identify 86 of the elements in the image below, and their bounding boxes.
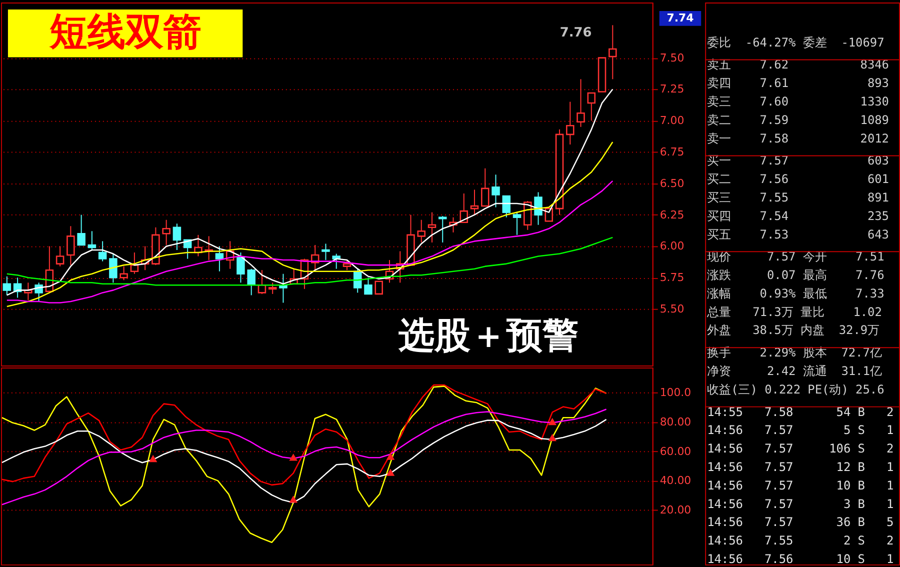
text: 14:56 7.57 3 B 1 [707, 496, 894, 511]
text: 14:56 7.57 10 B 1 [707, 478, 894, 492]
candlestick [332, 253, 340, 270]
point [548, 434, 556, 442]
candlestick [88, 230, 96, 250]
candlestick [2, 276, 12, 296]
candlestick [109, 253, 118, 284]
candlestick [162, 219, 170, 246]
text: 买五 7.53 643 [707, 227, 889, 242]
candlestick [566, 101, 574, 145]
text: 涨跌 0.07 最高 7.76 [707, 268, 884, 282]
candlestick [120, 266, 128, 281]
y-tick-label: 5.50 [660, 302, 684, 316]
candlestick [172, 223, 182, 250]
y-tick-label: 5.75 [660, 271, 684, 284]
candlestick [470, 189, 479, 216]
text: 14:55 7.58 54 B 2 [707, 404, 894, 419]
text: 卖四 7.61 893 [707, 76, 889, 90]
candlestick [98, 240, 107, 262]
text: 买三 7.55 891 [707, 190, 889, 204]
point [386, 468, 395, 476]
y-tick-label: 7.00 [660, 114, 684, 128]
candlestick [56, 246, 64, 267]
text: 卖二 7.59 1089 [707, 112, 889, 127]
candlestick [438, 216, 447, 243]
y-tick-label: 6.50 [660, 176, 684, 190]
point [148, 454, 158, 462]
candlestick [534, 192, 542, 226]
candlestick [481, 168, 490, 207]
text: 14:56 7.56 10 S 1 [707, 552, 894, 566]
candlestick [66, 226, 75, 266]
line-series [6, 88, 614, 296]
candlestick [322, 243, 330, 261]
candlestick [608, 24, 617, 80]
y-tick-label: 100.0 [660, 386, 692, 399]
text: 7.74 [666, 11, 694, 24]
point [386, 452, 395, 460]
candlestick [587, 92, 596, 122]
y-tick-label: 7.25 [660, 82, 684, 96]
y-tick-label: 60.00 [660, 444, 692, 458]
candlestick [342, 260, 352, 271]
candlestick [576, 78, 585, 128]
text: 卖三 7.60 1330 [707, 94, 889, 108]
text: 14:56 7.55 2 S 2 [707, 534, 894, 548]
text: 收益(三) 0.222 PE(动) 25.6 [707, 382, 884, 396]
text: 14:56 7.57 12 B 1 [707, 460, 894, 474]
text: 委比 -64.27% 委差 -10697 [707, 35, 884, 50]
text: 14:56 7.57 5 S 1 [707, 423, 894, 438]
point [289, 454, 298, 461]
candlestick [247, 268, 256, 296]
y-tick-label: 6.25 [660, 208, 684, 222]
candlestick [417, 219, 426, 243]
text: 净资 2.42 流通 31.1亿 [707, 364, 882, 378]
text: 14:56 7.57 106 S 2 [707, 442, 894, 456]
candlestick [502, 195, 511, 218]
text: 14:56 7.57 36 B 5 [707, 515, 894, 530]
line-series [6, 180, 614, 304]
text: 买二 7.56 601 [707, 172, 889, 186]
candlestick [374, 280, 383, 295]
candlestick [77, 214, 86, 246]
line-series [6, 141, 614, 308]
text: 总量 71.3万 量比 1.02 [706, 304, 882, 319]
annotation: 短线双箭 [48, 9, 202, 54]
y-tick-label: 80.00 [660, 415, 692, 428]
text: 涨幅 0.93% 最低 7.33 [707, 286, 884, 300]
candlestick [236, 252, 245, 284]
candlestick [215, 246, 224, 272]
candlestick [428, 212, 436, 243]
point [289, 496, 298, 503]
y-tick-label: 6.00 [660, 240, 684, 253]
line-series [1, 386, 607, 544]
y-tick-label: 7.50 [660, 51, 684, 64]
y-tick-label: 6.75 [660, 146, 684, 159]
candlestick [512, 212, 522, 236]
candlestick [268, 282, 277, 294]
annotation: 7.76 [560, 25, 592, 40]
candlestick [364, 277, 372, 295]
text: 买四 7.54 235 [707, 208, 889, 223]
text: 外盘 38.5万 内盘 32.9万 [707, 323, 880, 338]
line-series [1, 384, 607, 486]
text: 卖一 7.58 2012 [707, 131, 889, 146]
candlestick [492, 174, 500, 208]
annotation: 选股＋预警 [397, 316, 578, 357]
y-tick-label: 20.00 [660, 504, 692, 517]
y-tick-label: 40.00 [660, 474, 692, 488]
point [548, 418, 556, 426]
